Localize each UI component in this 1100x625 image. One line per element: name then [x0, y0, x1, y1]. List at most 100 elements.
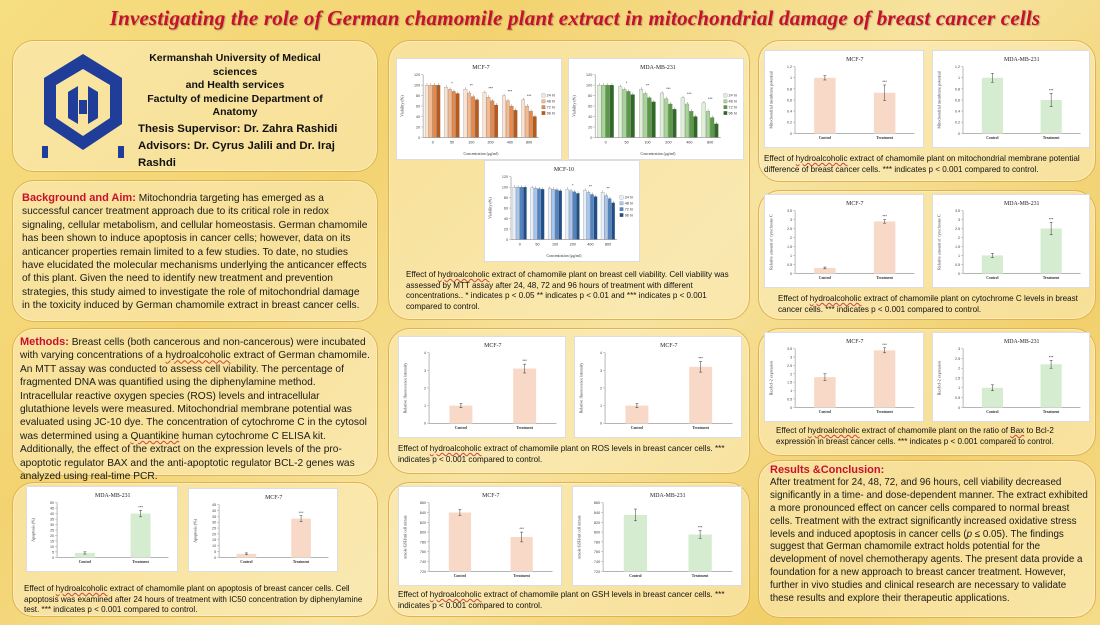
y-tick-label: 0 [506, 238, 508, 242]
background-section: Background and Aim: Mitochondria targeti… [22, 192, 370, 313]
bar [236, 553, 257, 558]
y-tick-label: 820 [420, 521, 426, 525]
y-tick-label: 0 [214, 556, 216, 560]
y-tick-label: 1.5 [955, 376, 960, 380]
bar [622, 89, 627, 138]
y-tick-label: 3.5 [787, 209, 792, 213]
chart-title: MCF-7 [846, 57, 863, 63]
bar [529, 111, 533, 138]
y-tick-label: 0.6 [955, 98, 960, 102]
y-tick-label: 3.5 [955, 209, 960, 213]
bar [555, 189, 559, 240]
y-tick-label: 0 [958, 272, 960, 276]
legend-swatch [723, 99, 728, 104]
y-tick-label: 2 [958, 236, 960, 240]
x-tick-label: 0 [519, 242, 521, 246]
x-tick-label: Control [455, 426, 467, 430]
x-tick-label: Treatment [1043, 136, 1060, 140]
x-tick-label: Treatment [692, 574, 709, 578]
y-tick-label: 10 [50, 545, 54, 549]
y-tick-label: 20 [212, 532, 216, 536]
bar [428, 85, 433, 138]
significance-mark: *** [138, 504, 143, 509]
x-tick-label: Treatment [876, 136, 893, 140]
y-tick-label: 860 [594, 501, 600, 505]
x-axis-label: Concentration (μg/ml) [640, 152, 676, 156]
y-tick-label: 1 [600, 404, 602, 408]
y-axis-label: Viability (%) [400, 95, 405, 117]
bar [530, 187, 534, 240]
bar [74, 552, 95, 558]
legend-swatch [541, 99, 546, 104]
y-tick-label: 0 [790, 132, 792, 136]
y-tick-label: 0 [52, 556, 54, 560]
y-tick-label: 80 [504, 196, 508, 200]
chart-title: MCF-10 [554, 167, 574, 173]
uni-line: Kermanshah University of Medical science… [149, 52, 321, 78]
chart-viability-mcf7: MCF-7 Viability (%) 0 20 40 60 80 100 120 0 50 * 100… [396, 58, 562, 160]
x-tick-label: 0 [432, 140, 434, 144]
y-tick-label: 60 [504, 207, 508, 211]
y-axis-label: Relative fluorescence intensity [579, 362, 584, 414]
significance-mark: *** [1049, 87, 1054, 92]
y-tick-label: 20 [504, 227, 508, 231]
y-tick-label: 15 [212, 538, 216, 542]
bar [572, 191, 577, 240]
y-tick-label: 0.2 [787, 121, 792, 125]
caption-text: extract of chamomile plant on the ratio … [859, 426, 1011, 435]
bar [685, 103, 690, 138]
chart-apoptosis-mcf7: MCF-7 Apoptosis (%) 0 5 10 15 20 25 30 35 40 45 Cont… [188, 488, 338, 572]
bar [618, 86, 623, 138]
bar [576, 193, 580, 240]
chart-title: MCF-7 [482, 493, 499, 499]
bar [533, 188, 538, 240]
x-tick-label: Treatment [293, 560, 310, 564]
chart-viability-mcf10: MCF-10 Viability (%) 0 20 40 60 80 100 120 0 50 100… [484, 160, 640, 262]
y-tick-label: 35 [50, 518, 54, 522]
x-tick-label: Control [986, 136, 998, 140]
x-tick-label: 50 [535, 242, 539, 246]
bar [643, 93, 648, 138]
y-tick-label: 25 [212, 527, 216, 531]
y-tick-label: 1 [424, 404, 426, 408]
significance-mark: *** [687, 91, 692, 96]
caption-text: Effect of [778, 294, 810, 303]
bar [714, 123, 719, 138]
y-tick-label: 20 [588, 125, 592, 129]
x-tick-label: 400 [507, 140, 513, 144]
x-tick-label: 400 [686, 140, 692, 144]
cytc-caption: Effect of hydroalcoholic extract of cham… [778, 294, 1090, 315]
caption-term: hydroalcoholic [429, 590, 482, 599]
y-tick-label: 60 [416, 105, 420, 109]
bar [609, 85, 614, 138]
y-axis-label: nmole GSH/ml cell nitrate [577, 515, 582, 559]
chart-title: MCF-7 [846, 339, 863, 345]
bar [565, 189, 569, 240]
thesis-supervisor: Thesis Supervisor: Dr. Zahra Rashidi [138, 123, 338, 135]
y-tick-label: 80 [416, 94, 420, 98]
chart-cytc-mda: MDA-MB-231 Relative amount of cytochrome … [932, 194, 1090, 288]
background-text: Mitochondria targeting has emerged as a … [22, 193, 368, 312]
y-tick-label: 0 [418, 136, 420, 140]
caption-text: Effect of [776, 426, 808, 435]
y-tick-label: 50 [50, 501, 54, 505]
legend-label: 24 hr [547, 94, 556, 98]
y-tick-label: 3 [790, 355, 792, 359]
bar [532, 116, 537, 138]
y-tick-label: 800 [420, 531, 426, 535]
y-axis-label: Bax/bcl-2 expression [937, 361, 942, 396]
significance-mark: *** [882, 214, 887, 219]
x-tick-label: Treatment [513, 574, 530, 578]
bar [471, 96, 475, 138]
bar [981, 77, 1003, 134]
y-tick-label: 45 [50, 507, 54, 511]
y-tick-label: 35 [212, 515, 216, 519]
caption-text: extract of chamomile plant on breast cel… [406, 270, 729, 311]
y-tick-label: 1 [790, 254, 792, 258]
bar [873, 92, 896, 134]
significance-mark: *** [666, 86, 671, 91]
y-tick-label: 1 [790, 76, 792, 80]
significance-mark: *** [527, 93, 532, 98]
y-tick-label: 3 [958, 347, 960, 351]
y-tick-label: 5 [214, 550, 216, 554]
